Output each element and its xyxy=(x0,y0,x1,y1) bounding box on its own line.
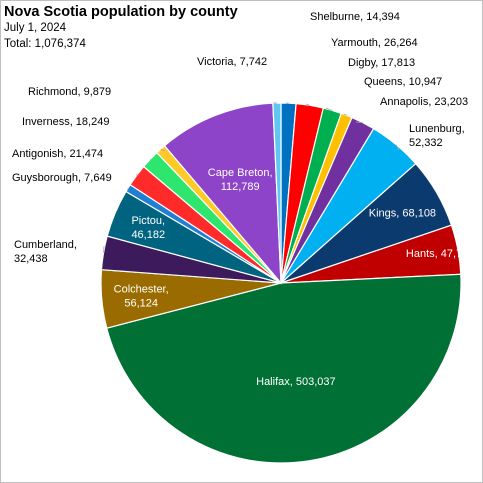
slice-label-queens: Queens, 10,947 xyxy=(364,76,442,88)
leader-line-queens xyxy=(343,113,347,116)
slice-label-hants: Hants, 47,750 xyxy=(406,248,475,260)
slice-label-digby: Digby, 17,813 xyxy=(348,57,415,69)
chart-total: Total: 1,076,374 xyxy=(4,38,86,50)
slice-label-victoria: Victoria, 7,742 xyxy=(197,56,267,68)
slice-label-inverness: Inverness, 18,249 xyxy=(22,116,109,128)
slice-label-halifax: Halifax, 503,037 xyxy=(256,376,336,388)
slice-label-cumberland: Cumberland, 32,438 xyxy=(14,239,77,265)
leader-line-annapolis xyxy=(355,121,364,124)
pie-slice-halifax xyxy=(106,273,462,464)
leader-line-lunenburg xyxy=(395,144,400,151)
slice-label-cape-breton: Cape Breton, 112,789 xyxy=(208,167,273,193)
slice-label-yarmouth: Yarmouth, 26,264 xyxy=(331,37,418,49)
pie-slice-cape-breton xyxy=(163,102,282,285)
chart-title: Nova Scotia population by county xyxy=(4,4,238,20)
slice-label-pictou: Pictou, 46,182 xyxy=(131,215,165,241)
slice-label-colchester: Colchester, 56,124 xyxy=(114,284,169,310)
slice-label-antigonish: Antigonish, 21,474 xyxy=(12,148,103,160)
leader-line-inverness xyxy=(149,159,152,161)
slice-label-richmond: Richmond, 9,879 xyxy=(28,86,111,98)
leader-line-yarmouth xyxy=(305,103,310,106)
slice-label-shelburne: Shelburne, 14,394 xyxy=(310,11,400,23)
leader-line-richmond xyxy=(160,148,166,152)
leader-line-digby xyxy=(325,107,333,111)
slice-label-guysborough: Guysborough, 7,649 xyxy=(12,172,112,184)
slice-label-kings: Kings, 68,108 xyxy=(369,208,436,220)
slice-label-annapolis: Annapolis, 23,203 xyxy=(380,96,468,108)
slice-label-lunenburg: Lunenburg, 52,332 xyxy=(409,123,465,149)
chart-date: July 1, 2024 xyxy=(4,22,67,34)
